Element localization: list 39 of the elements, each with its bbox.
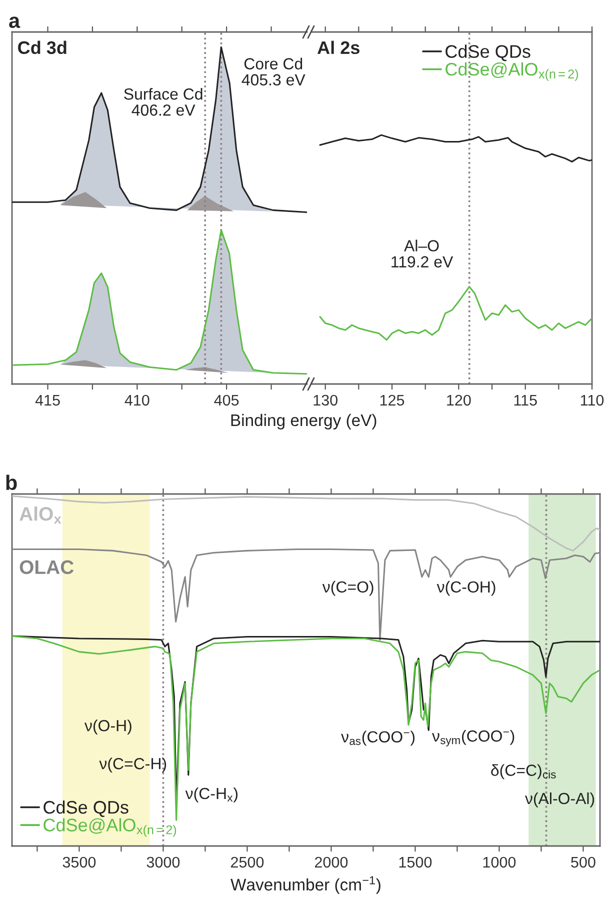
x-tick-label: 3500 — [62, 856, 96, 868]
annotation: Surface Cd 406.2 eV — [124, 88, 202, 116]
legend-label: CdSe@AlO$_{x(n=2)}$ — [44, 818, 176, 837]
legend-label: CdSe QDs — [44, 800, 128, 817]
chart-title: a — [9, 16, 20, 28]
series-label: OLAC — [20, 560, 74, 574]
x-tick-label: 1500 — [399, 856, 432, 868]
x-tick-label: 2000 — [314, 856, 348, 868]
x-axis-title: Wavenumber (cm$^{−1}$) — [230, 876, 380, 894]
x-tick-label: 1000 — [483, 856, 516, 868]
series-label: AlO$_{x}$ — [20, 506, 62, 524]
annotation: ν(C=O) — [322, 580, 374, 596]
x-tick-label: 2500 — [230, 856, 264, 868]
annotation: ν(C=C-H) — [99, 758, 166, 772]
x-tick-label: 500 — [571, 856, 596, 868]
x-tick-label: 125 — [380, 394, 404, 406]
annotation: ν$_{as}$(COO$^{−}$) — [341, 730, 415, 746]
annotation: Al–O 119.2 eV — [392, 240, 454, 268]
annotation: ν(C-OH) — [436, 580, 496, 596]
x-tick-label: 405 — [214, 394, 239, 406]
x-tick-label: 120 — [447, 394, 471, 406]
annotation: ν$_{sym}$(COO$^{−}$) — [432, 730, 514, 746]
legend-label: CdSe@AlO$_{x(n=2)}$ — [446, 62, 578, 81]
chart-title: b — [6, 474, 17, 490]
x-tick-label: 130 — [314, 394, 338, 406]
annotation: ν(Al-O-Al) — [524, 792, 594, 808]
x-axis-title: Binding energy (eV) — [231, 414, 376, 430]
annotation: Core Cd 405.3 eV — [242, 58, 306, 86]
chart-subtitle: Al 2s — [317, 40, 360, 54]
x-tick-label: 410 — [124, 394, 150, 406]
x-tick-label: 110 — [580, 394, 604, 406]
x-tick-label: 115 — [514, 394, 537, 406]
legend-label: CdSe QDs — [446, 44, 530, 62]
annotation: δ(C=C)$_{cis}$ — [491, 764, 556, 780]
x-tick-label: 3000 — [146, 856, 180, 868]
annotation: ν(C-H$_{x}$) — [185, 787, 238, 802]
x-tick-label: 415 — [35, 394, 60, 406]
chart-subtitle: Cd 3d — [18, 40, 66, 54]
annotation: ν(O-H) — [84, 720, 132, 734]
